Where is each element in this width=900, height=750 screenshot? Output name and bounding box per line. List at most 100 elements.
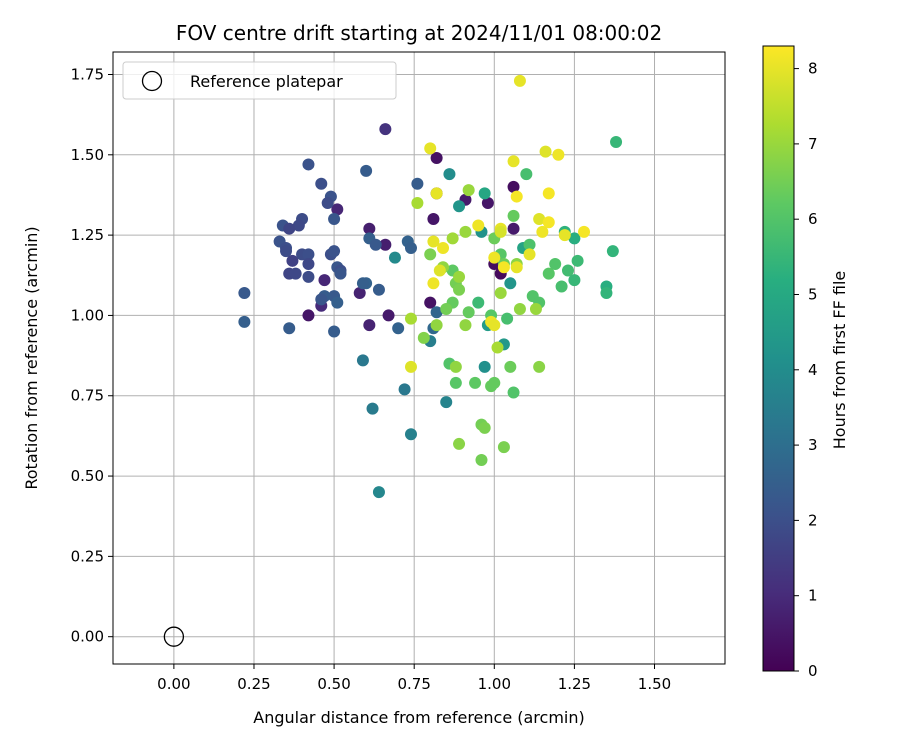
scatter-point <box>315 293 328 306</box>
scatter-point <box>510 190 523 203</box>
scatter-point <box>331 296 344 309</box>
scatter-point <box>549 258 562 271</box>
scatter-point <box>427 213 440 226</box>
scatter-point <box>443 168 456 181</box>
scatter-point <box>533 360 546 373</box>
scatter-point <box>513 74 526 87</box>
scatter-point <box>440 303 453 316</box>
colorbar-ticks: 0 1 2 3 4 5 6 7 8 <box>794 60 818 680</box>
scatter-point <box>366 402 379 415</box>
scatter-point <box>539 145 552 158</box>
scatter-point <box>488 251 501 264</box>
scatter-point <box>363 222 376 235</box>
colorbar: 0 1 2 3 4 5 6 7 8 Hours from first FF file <box>762 45 849 680</box>
scatter-point <box>453 283 466 296</box>
scatter-point <box>542 216 555 229</box>
scatter-point <box>529 303 542 316</box>
scatter-point <box>437 241 450 254</box>
scatter-point <box>568 232 581 245</box>
scatter-point <box>555 280 568 293</box>
scatter-point <box>360 164 373 177</box>
scatter-point <box>430 187 443 200</box>
scatter-point <box>430 319 443 332</box>
scatter-point <box>356 277 369 290</box>
colorbar-tick-label: 7 <box>808 135 818 153</box>
scatter-point <box>302 309 315 322</box>
scatter-point <box>433 264 446 277</box>
scatter-point <box>321 196 334 209</box>
scatter-point <box>404 360 417 373</box>
scatter-point <box>606 245 619 258</box>
scatter-point <box>379 238 392 251</box>
scatter-point <box>497 261 510 274</box>
y-tick-label: 0.75 <box>71 387 104 405</box>
scatter-point <box>520 168 533 181</box>
colorbar-label: Hours from first FF file <box>830 271 849 450</box>
scatter-point <box>424 142 437 155</box>
scatter-point <box>430 152 443 165</box>
scatter-point <box>363 319 376 332</box>
scatter-point <box>453 437 466 450</box>
scatter-point <box>417 331 430 344</box>
scatter-point <box>453 200 466 213</box>
legend-box <box>122 61 397 100</box>
scatter-point <box>411 196 424 209</box>
reference-marker-layer <box>163 626 185 647</box>
scatter-point <box>501 312 514 325</box>
scatter-point <box>472 296 485 309</box>
scatter-point <box>571 254 584 267</box>
scatter-point <box>494 225 507 238</box>
scatter-point <box>507 155 520 168</box>
scatter-point <box>424 296 437 309</box>
grid <box>113 52 725 664</box>
scatter-point <box>533 213 546 226</box>
scatter-point <box>491 341 504 354</box>
scatter-point <box>561 264 574 277</box>
y-tick-label: 0.25 <box>71 547 104 565</box>
scatter-point <box>507 222 520 235</box>
scatter-point <box>504 277 517 290</box>
scatter-point <box>398 383 411 396</box>
scatter-point <box>578 225 591 238</box>
scatter-point <box>542 267 555 280</box>
scatter-point <box>536 225 549 238</box>
scatter-point <box>353 286 366 299</box>
scatter-point <box>404 312 417 325</box>
colorbar-tick-label: 1 <box>808 587 818 605</box>
scatter-point <box>600 286 613 299</box>
legend-marker-icon <box>141 70 163 92</box>
x-tick-label: 0.75 <box>397 675 430 693</box>
scatter-point <box>427 277 440 290</box>
scatter-point <box>507 386 520 399</box>
x-tick-label: 1.25 <box>558 675 591 693</box>
y-tick-label: 1.00 <box>71 306 104 324</box>
scatter-point <box>318 274 331 287</box>
scatter-point <box>372 283 385 296</box>
colorbar-tick-label: 6 <box>808 210 818 228</box>
scatter-point <box>497 441 510 454</box>
scatter-point <box>289 267 302 280</box>
scatter-point <box>280 245 293 258</box>
scatter-point <box>523 238 536 251</box>
scatter-point <box>568 274 581 287</box>
scatter-point <box>238 315 251 328</box>
scatter-point <box>404 428 417 441</box>
scatter-point <box>504 360 517 373</box>
y-axis-label: Rotation from reference (arcmin) <box>22 226 41 489</box>
y-tick-label: 1.50 <box>71 146 104 164</box>
scatter-point <box>302 158 315 171</box>
scatter-point <box>372 486 385 499</box>
scatter-point <box>292 219 305 232</box>
colorbar-gradient <box>762 45 795 672</box>
y-axis: 0.00 0.25 0.50 0.75 1.00 1.25 1.50 1.75 <box>71 65 113 646</box>
x-axis: 0.00 0.25 0.50 0.75 1.00 1.25 1.50 <box>157 664 671 693</box>
scatter-point <box>478 421 491 434</box>
scatter-point <box>507 180 520 193</box>
scatter-point <box>328 245 341 258</box>
reference-point <box>163 626 185 647</box>
scatter-point <box>302 258 315 271</box>
colorbar-tick-label: 3 <box>808 436 818 454</box>
scatter-point <box>334 267 347 280</box>
scatter-point <box>411 177 424 190</box>
